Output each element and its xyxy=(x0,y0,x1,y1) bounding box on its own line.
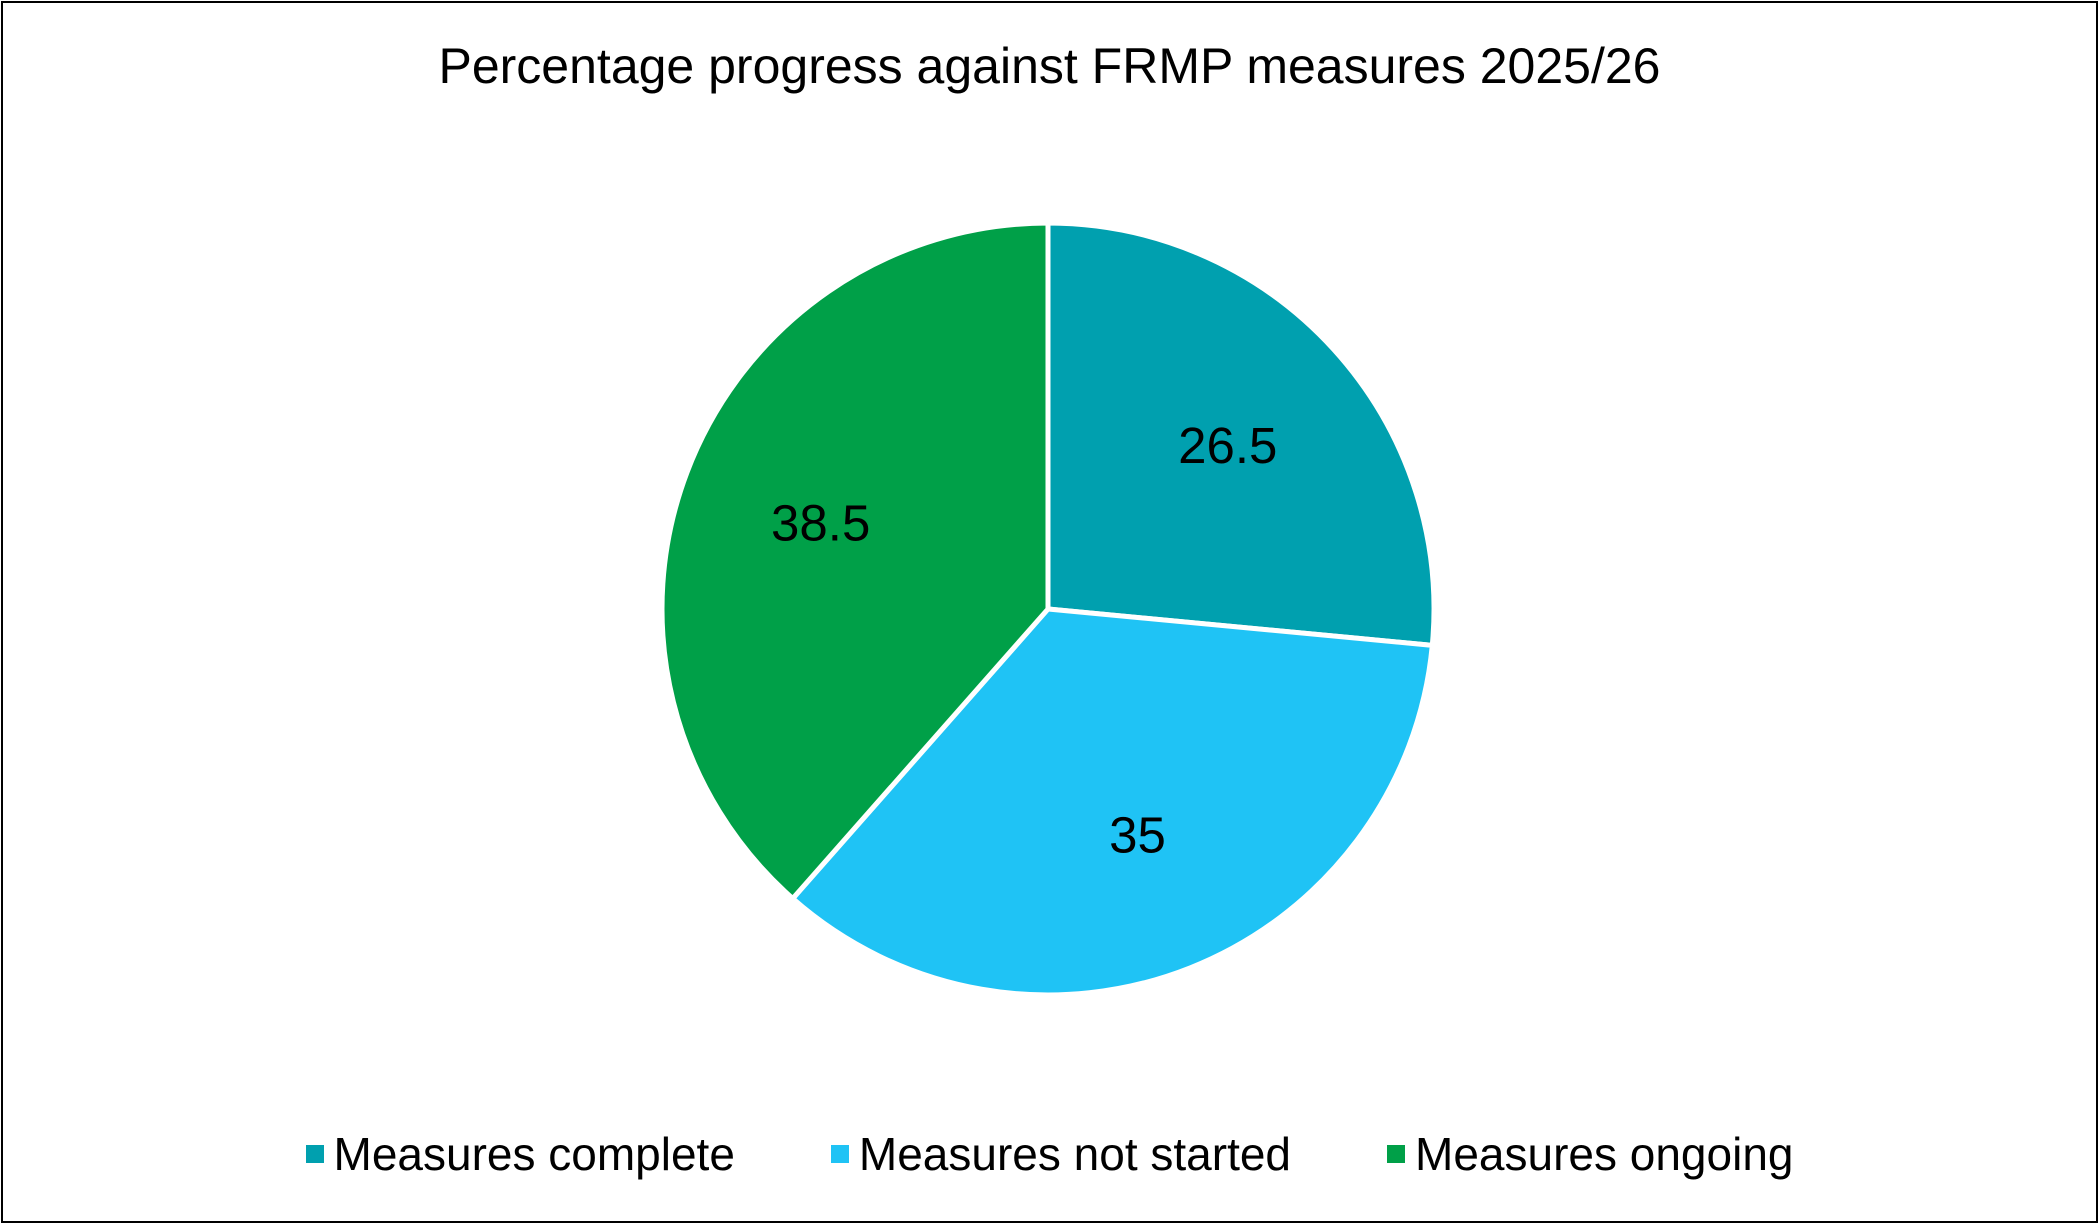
legend-swatch-measures-complete xyxy=(305,1145,324,1163)
pie-chart: 26.5 35 38.5 xyxy=(659,220,1437,998)
legend-swatch-measures-ongoing xyxy=(1387,1145,1406,1163)
legend-label-measures-ongoing: Measures ongoing xyxy=(1415,1128,1794,1180)
pie-slice-measures-not-started xyxy=(790,606,1435,998)
legend: Measures complete Measures not started M… xyxy=(3,1124,2096,1184)
data-label-measures-complete: 26.5 xyxy=(1178,417,1277,474)
pie-slice-measures-complete xyxy=(1045,220,1437,648)
data-label-measures-not-started: 35 xyxy=(1109,806,1166,863)
pie-slice-measures-ongoing xyxy=(659,220,1051,902)
legend-label-measures-not-started: Measures not started xyxy=(858,1128,1292,1180)
legend-item-measures-not-started: Measures not started xyxy=(830,1126,1292,1182)
legend-item-measures-ongoing: Measures ongoing xyxy=(1387,1126,1793,1182)
chart-title: Percentage progress against FRMP measure… xyxy=(438,38,1661,94)
legend-item-measures-complete: Measures complete xyxy=(305,1126,735,1182)
pie-slices xyxy=(659,220,1437,998)
data-label-measures-ongoing: 38.5 xyxy=(771,495,870,552)
legend-swatch-measures-not-started xyxy=(830,1145,849,1163)
legend-label-measures-complete: Measures complete xyxy=(333,1128,735,1180)
pie-data-labels: 26.5 35 38.5 xyxy=(771,417,1277,863)
